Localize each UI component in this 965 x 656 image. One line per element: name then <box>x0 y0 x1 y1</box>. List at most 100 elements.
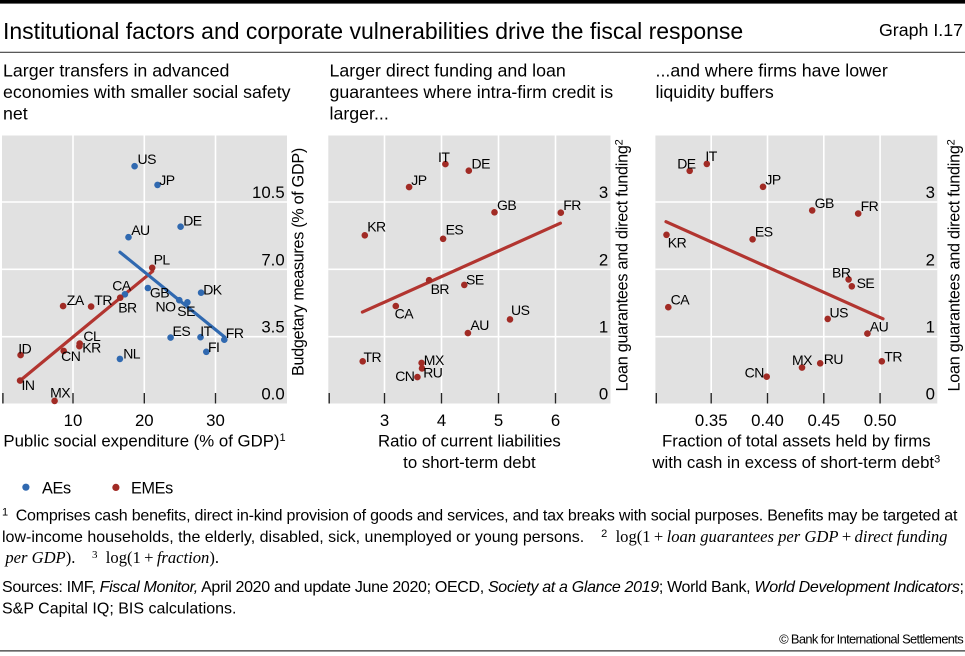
svg-text:ID: ID <box>18 340 31 356</box>
svg-text:0.0: 0.0 <box>261 385 284 404</box>
svg-text:liquidity buffers: liquidity buffers <box>656 82 774 102</box>
svg-text:RU: RU <box>423 365 443 381</box>
svg-text:MX: MX <box>424 352 445 368</box>
svg-text:CN: CN <box>745 365 764 381</box>
svg-text:CL: CL <box>83 328 101 344</box>
svg-text:per GDP). 3 log(1 + fraction: per GDP). 3 log(1 + fraction). <box>2 548 219 567</box>
svg-text:FR: FR <box>861 198 879 214</box>
svg-text:net: net <box>3 104 28 124</box>
svg-text:0.35: 0.35 <box>695 411 728 430</box>
svg-text:CA: CA <box>671 292 691 308</box>
svg-text:TR: TR <box>364 349 382 365</box>
svg-text:DK: DK <box>203 282 223 298</box>
svg-text:IN: IN <box>22 377 35 393</box>
svg-text:10.5: 10.5 <box>252 183 285 202</box>
svg-text:FR: FR <box>563 197 581 213</box>
svg-text:1 Comprises cash benefits, dir: 1 Comprises cash benefits, direct in-kin… <box>2 507 958 525</box>
svg-text:JP: JP <box>411 172 427 188</box>
svg-text:0.45: 0.45 <box>807 411 840 430</box>
svg-text:ES: ES <box>755 224 773 240</box>
svg-text:US: US <box>511 302 530 318</box>
svg-text:GB: GB <box>815 195 834 211</box>
svg-text:3: 3 <box>926 183 935 202</box>
svg-text:CA: CA <box>112 277 132 293</box>
svg-text:ES: ES <box>173 323 191 339</box>
svg-text:FI: FI <box>208 339 219 355</box>
svg-text:economies with smaller social: economies with smaller social safety <box>3 82 291 102</box>
svg-text:AU: AU <box>470 317 489 333</box>
svg-text:US: US <box>138 151 157 167</box>
svg-text:JP: JP <box>159 172 175 188</box>
svg-text:Fraction of total assets held: Fraction of total assets held by firms <box>662 432 931 451</box>
svg-text:SE: SE <box>177 303 195 319</box>
svg-text:KR: KR <box>82 339 101 355</box>
svg-text:TR: TR <box>94 292 112 308</box>
svg-text:DE: DE <box>183 213 202 229</box>
svg-text:Loan guarantees and direct fun: Loan guarantees and direct funding2 <box>614 139 632 391</box>
svg-text:Sources: IMF, Fiscal Monitor,: Sources: IMF, Fiscal Monitor, April 2020… <box>2 579 964 596</box>
svg-text:1: 1 <box>599 318 608 337</box>
svg-text:RU: RU <box>824 351 844 367</box>
svg-text:AU: AU <box>131 222 150 238</box>
svg-text:BR: BR <box>832 264 851 280</box>
svg-text:0: 0 <box>926 385 935 404</box>
svg-text:3: 3 <box>380 411 389 430</box>
svg-text:20: 20 <box>135 411 154 430</box>
svg-text:TR: TR <box>884 349 902 365</box>
svg-text:Larger direct funding and loan: Larger direct funding and loan <box>330 61 566 81</box>
svg-text:2: 2 <box>599 250 608 269</box>
svg-text:PL: PL <box>154 252 171 268</box>
svg-text:Institutional factors and corp: Institutional factors and corporate vuln… <box>3 18 743 44</box>
svg-text:CN: CN <box>61 348 80 364</box>
svg-text:Graph I.17: Graph I.17 <box>879 20 963 40</box>
svg-text:CN: CN <box>395 368 414 384</box>
svg-text:EMEs: EMEs <box>131 479 173 497</box>
svg-text:KR: KR <box>367 219 386 235</box>
svg-text:3: 3 <box>599 183 608 202</box>
svg-text:Larger transfers in advanced: Larger transfers in advanced <box>3 61 229 81</box>
svg-text:Budgetary measures (% of GDP): Budgetary measures (% of GDP) <box>290 148 308 376</box>
svg-text:SE: SE <box>466 271 484 287</box>
svg-text:JP: JP <box>765 172 781 188</box>
svg-text:BR: BR <box>118 299 137 315</box>
svg-text:0: 0 <box>599 385 608 404</box>
svg-text:Loan guarantees and direct fun: Loan guarantees and direct funding2 <box>946 139 964 391</box>
svg-text:DE: DE <box>472 156 491 172</box>
svg-text:Public social expenditure (% o: Public social expenditure (% of GDP)1 <box>3 432 285 451</box>
svg-text:AU: AU <box>870 319 889 335</box>
svg-text:MX: MX <box>792 352 813 368</box>
svg-text:4: 4 <box>437 411 446 430</box>
svg-text:6: 6 <box>551 411 560 430</box>
svg-text:1: 1 <box>926 318 935 337</box>
svg-text:FR: FR <box>226 325 244 341</box>
svg-text:NO: NO <box>156 298 177 314</box>
svg-text:SE: SE <box>857 275 875 291</box>
svg-text:US: US <box>830 305 849 321</box>
svg-text:0.50: 0.50 <box>864 411 897 430</box>
svg-text:...and where firms have lower: ...and where firms have lower <box>656 61 888 81</box>
svg-text:S&P Capital IQ; BIS calculatio: S&P Capital IQ; BIS calculations. <box>2 600 236 617</box>
svg-text:guarantees where intra-firm cr: guarantees where intra-firm credit is <box>330 82 614 102</box>
svg-text:ES: ES <box>446 222 464 238</box>
svg-text:2: 2 <box>926 250 935 269</box>
svg-text:larger...: larger... <box>330 104 389 124</box>
svg-text:© Bank for International Settl: © Bank for International Settlements <box>779 632 963 647</box>
svg-text:IT: IT <box>200 323 212 339</box>
svg-text:KR: KR <box>668 235 687 251</box>
svg-text:NL: NL <box>123 345 141 361</box>
svg-text:7.0: 7.0 <box>261 250 284 269</box>
svg-text:Ratio of current liabilities: Ratio of current liabilities <box>378 432 561 451</box>
svg-text:low-income households, the eld: low-income households, the elderly, disa… <box>2 527 947 546</box>
svg-text:5: 5 <box>494 411 503 430</box>
svg-text:30: 30 <box>206 411 225 430</box>
svg-text:AEs: AEs <box>42 479 71 497</box>
svg-text:ZA: ZA <box>67 292 85 308</box>
svg-text:3.5: 3.5 <box>261 318 284 337</box>
svg-text:BR: BR <box>431 281 450 297</box>
svg-text:MX: MX <box>50 385 71 401</box>
svg-text:0.40: 0.40 <box>751 411 784 430</box>
svg-text:10: 10 <box>64 411 83 430</box>
svg-text:CA: CA <box>395 305 415 321</box>
svg-text:IT: IT <box>438 149 450 165</box>
svg-text:with cash in excess of short-t: with cash in excess of short-term debt3 <box>651 453 940 472</box>
